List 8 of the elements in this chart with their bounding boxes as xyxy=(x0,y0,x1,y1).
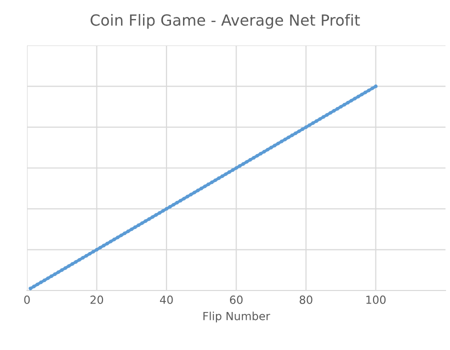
x-tick-label: 20 xyxy=(90,296,104,304)
x-tick-label: 100 xyxy=(366,296,386,304)
x-tick-label: 80 xyxy=(300,296,312,304)
x-tick-label: 40 xyxy=(160,296,173,304)
x-tick-label: 0 xyxy=(24,296,30,304)
chart-title: Coin Flip Game - Average Net Profit xyxy=(90,14,360,29)
x-tick-label: 60 xyxy=(230,296,243,304)
x-axis-title: Flip Number xyxy=(203,312,270,322)
